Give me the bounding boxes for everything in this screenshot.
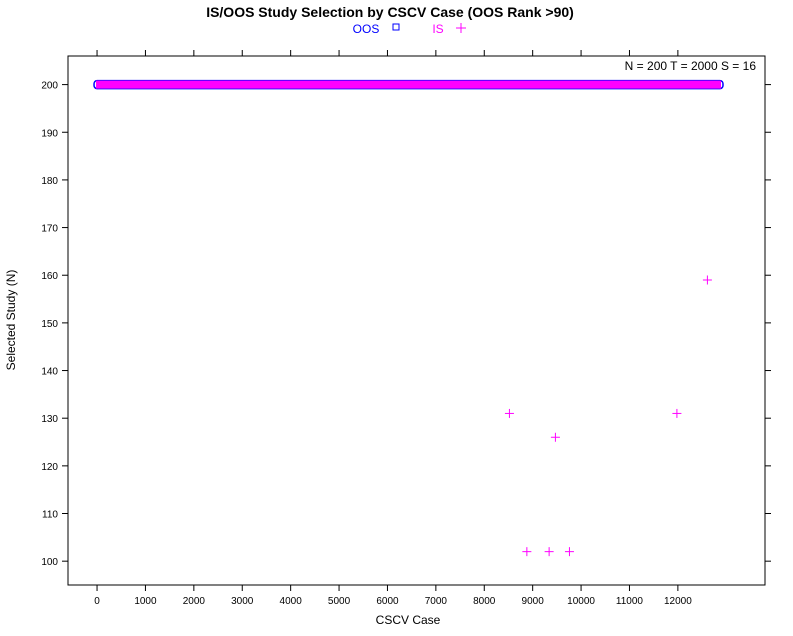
data-marks xyxy=(93,79,724,557)
y-tick-label: 110 xyxy=(42,510,58,521)
x-tick-label: 11000 xyxy=(616,596,644,607)
legend-marker-oos xyxy=(392,23,400,31)
y-axis-label: Selected Study (N) xyxy=(4,270,18,371)
y-tick-label: 140 xyxy=(41,367,58,378)
x-tick-label: 4000 xyxy=(280,596,303,607)
legend-label-oos: OOS xyxy=(353,22,380,36)
x-tick-label: 9000 xyxy=(522,596,545,607)
is-point xyxy=(522,547,532,557)
legend-marker-is xyxy=(456,23,466,33)
x-tick-label: 6000 xyxy=(376,596,399,607)
x-tick-label: 2000 xyxy=(183,596,206,607)
plot-frame xyxy=(67,55,766,586)
legend-label-is: IS xyxy=(432,22,443,36)
x-tick-label: 8000 xyxy=(473,596,496,607)
is-point xyxy=(702,275,712,285)
y-tick-label: 190 xyxy=(41,128,58,139)
y-tick-label: 130 xyxy=(41,414,58,425)
y-tick-label: 160 xyxy=(41,271,58,282)
is-point xyxy=(504,408,514,418)
is-point xyxy=(564,547,574,557)
x-tick-label: 5000 xyxy=(328,596,351,607)
y-tick-label: 100 xyxy=(41,557,58,568)
is-point xyxy=(550,432,560,442)
x-axis-label: CSCV Case xyxy=(376,613,441,627)
y-tick-label: 170 xyxy=(41,224,58,235)
y-tick-label: 200 xyxy=(41,81,58,92)
chart-title: IS/OOS Study Selection by CSCV Case (OOS… xyxy=(206,4,574,20)
x-tick-label: 0 xyxy=(94,596,100,607)
annotation-params: N = 200 T = 2000 S = 16 xyxy=(625,59,757,73)
x-tick-label: 3000 xyxy=(231,596,254,607)
x-tick-label: 12000 xyxy=(664,596,692,607)
x-tick-label: 1000 xyxy=(134,596,157,607)
y-tick-label: 150 xyxy=(41,319,58,330)
x-axis: 0 1000 2000 3000 4000 5000 6000 7000 8000 9000 100… xyxy=(94,50,692,607)
is-point xyxy=(672,408,682,418)
x-tick-label: 7000 xyxy=(425,596,448,607)
y-axis: 100 110 120 130 140 150 160 170 180 190 200 xyxy=(41,81,771,568)
is-point xyxy=(544,547,554,557)
y-tick-label: 120 xyxy=(41,462,58,473)
legend: OOS IS xyxy=(353,22,466,36)
is-series-band xyxy=(96,80,721,89)
x-tick-label: 10000 xyxy=(567,596,595,607)
y-tick-label: 180 xyxy=(41,176,58,187)
